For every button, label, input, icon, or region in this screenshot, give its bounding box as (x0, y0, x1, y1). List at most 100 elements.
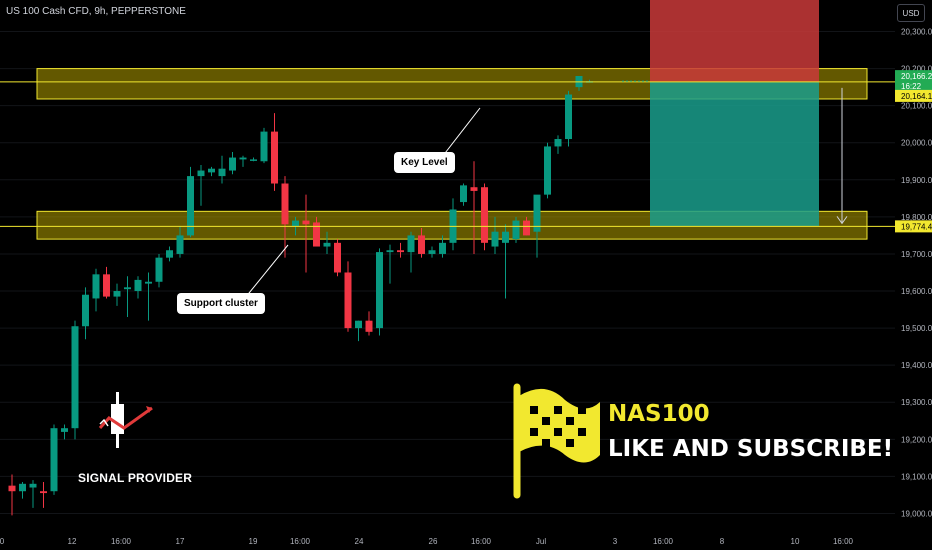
time-axis[interactable]: 0 12 16:00 17 19 16:00 24 26 16:00 Jul 3 16:00 8 10 16… (0, 532, 895, 550)
support-badge (895, 220, 932, 233)
candle-body (124, 287, 131, 290)
promo-symbol: NAS100 (608, 401, 710, 427)
price-tick-label: 19,400.0 (901, 361, 932, 370)
candle-body (71, 326, 79, 429)
candle-body (134, 279, 142, 292)
currency-selector[interactable]: USD (897, 4, 925, 22)
time-tick-label: 19 (249, 537, 258, 546)
flag-square (530, 406, 538, 414)
candle-body (323, 242, 331, 247)
price-tick-label: 19,300.0 (901, 398, 932, 407)
price-tick-label: 19,500.0 (901, 324, 932, 333)
support-pointer (244, 244, 289, 299)
target-arrowhead (836, 216, 848, 225)
price-tick-label: 19,700.0 (901, 250, 932, 259)
current-price-label: 20,166.2 (901, 72, 932, 81)
candle-body (460, 185, 467, 203)
candle-body (218, 168, 226, 177)
flag-square (554, 406, 562, 414)
flag-square (554, 428, 562, 436)
time-tick-label: 16:00 (471, 537, 492, 546)
time-axis-bg (0, 532, 895, 550)
overlays (0, 80, 895, 299)
price-tick-label: 20,000.0 (901, 139, 932, 148)
candle-body (544, 146, 551, 195)
price-tick-label: 19,100.0 (901, 472, 932, 481)
candle-body (386, 250, 394, 253)
key-level-annotation[interactable]: Key Level (394, 152, 455, 173)
candle-body (292, 220, 299, 227)
time-tick-label: 16:00 (833, 537, 854, 546)
candle-body (491, 231, 499, 247)
support-price-label: 19,774.4 (901, 222, 932, 231)
price-tick-label: 19,800.0 (901, 213, 932, 222)
flag-square (566, 417, 574, 425)
candle-body (355, 320, 362, 329)
countdown-label: 16:22 (901, 82, 922, 91)
candle-body (50, 428, 58, 492)
time-tick-label: 10 (791, 537, 800, 546)
flag-square (578, 428, 586, 436)
candle-body (208, 168, 215, 173)
candle-body (376, 252, 383, 329)
candle-body (187, 176, 194, 236)
candle-body (428, 250, 436, 254)
candles (8, 76, 593, 516)
candle-body (481, 187, 488, 243)
candle-body (334, 242, 341, 273)
price-tick-label: 19,000.0 (901, 509, 932, 518)
candle-body (512, 220, 520, 240)
candle-body (281, 183, 289, 225)
candle-body (554, 139, 562, 147)
candle-body (145, 281, 152, 284)
candle-body (565, 94, 572, 140)
candle-body (8, 485, 16, 492)
price-tick-label: 20,200.0 (901, 65, 932, 74)
candle-body (40, 491, 47, 494)
flag-square (542, 417, 550, 425)
price-tick-label: 19,600.0 (901, 287, 932, 296)
candle-body (533, 194, 541, 232)
key-level-pointer (441, 107, 481, 158)
candle-body (61, 428, 68, 432)
candle-body (344, 272, 352, 329)
candle-body (407, 235, 415, 253)
time-tick-label: 16:00 (111, 537, 132, 546)
time-tick-label: 24 (355, 537, 364, 546)
flag-square (542, 439, 550, 447)
time-tick-label: 12 (68, 537, 77, 546)
position-tool[interactable] (650, 0, 848, 227)
candle-body (155, 257, 163, 282)
checkered-flag-icon (513, 383, 600, 499)
price-tick-label: 20,100.0 (901, 102, 932, 111)
flag-square (530, 428, 538, 436)
candle-body (418, 235, 425, 254)
time-tick-label: 17 (176, 537, 185, 546)
candle-body (19, 483, 26, 492)
flag-square (566, 439, 574, 447)
candle-body (313, 222, 320, 247)
candle-body (439, 242, 446, 254)
flag-square (578, 406, 586, 414)
price-axis[interactable]: 19,000.0 19,100.0 19,200.0 19,300.0 19,400.0… (895, 0, 932, 550)
candle-body (82, 294, 89, 327)
price-tick-label: 20,300.0 (901, 28, 932, 37)
candle-body (166, 250, 173, 258)
candle-body (502, 231, 509, 243)
support-cluster-annotation[interactable]: Support cluster (177, 293, 265, 314)
current-price-badge (895, 70, 932, 93)
candle-body (92, 274, 100, 299)
level-badge (895, 89, 932, 102)
candle-body (365, 320, 373, 332)
candle-body (271, 131, 278, 184)
candle-body (470, 187, 478, 191)
time-tick-label: 3 (613, 537, 618, 546)
stop-loss-zone (650, 0, 819, 82)
take-profit-zone (650, 81, 819, 227)
candle-body (113, 291, 121, 297)
candle-body (29, 483, 37, 488)
time-tick-label: 26 (429, 537, 438, 546)
price-tick-label: 19,900.0 (901, 176, 932, 185)
time-tick-label: 16:00 (653, 537, 674, 546)
